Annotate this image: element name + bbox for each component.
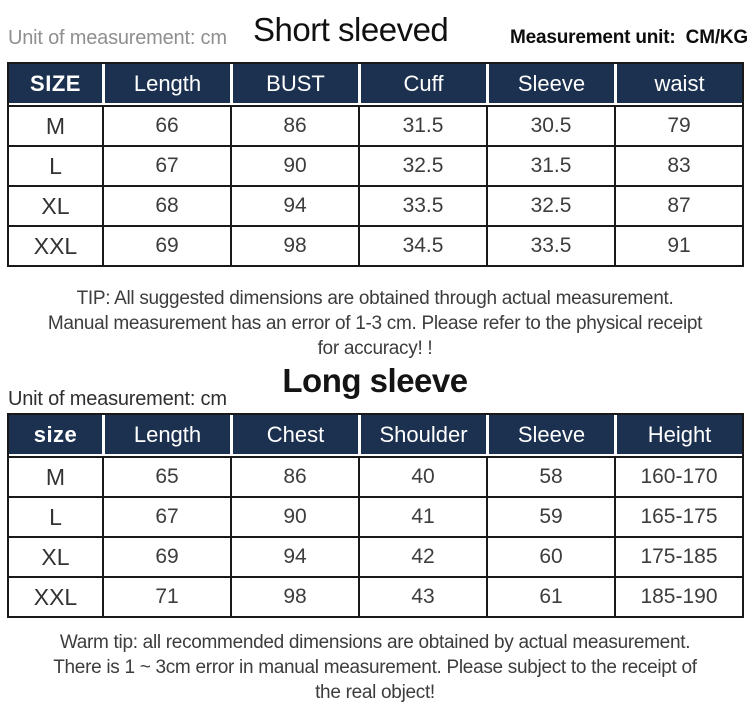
tip-line: Manual measurement has an error of 1-3 c… bbox=[47, 313, 703, 334]
long-header-length: Length bbox=[102, 415, 230, 456]
value-cell: 98 bbox=[230, 576, 358, 616]
value-cell: 86 bbox=[230, 105, 358, 145]
value-cell: 87 bbox=[614, 185, 742, 225]
short-sleeve-size-table: SIZE Length BUST Cuff Sleeve waist M 66 … bbox=[7, 62, 744, 267]
short-table-row-xl: XL 68 94 33.5 32.5 87 bbox=[9, 185, 742, 225]
size-cell: M bbox=[9, 456, 102, 496]
value-cell: 86 bbox=[230, 456, 358, 496]
size-cell: XXL bbox=[9, 576, 102, 616]
value-cell: 58 bbox=[486, 456, 614, 496]
value-cell: 71 bbox=[102, 576, 230, 616]
tip-line: Warm tip: all recommended dimensions are… bbox=[59, 632, 691, 653]
short-table-row-l: L 67 90 32.5 31.5 83 bbox=[9, 145, 742, 185]
long-sleeve-tip: Warm tip: all recommended dimensions are… bbox=[0, 630, 750, 705]
value-cell: 60 bbox=[486, 536, 614, 576]
value-cell: 65 bbox=[102, 456, 230, 496]
value-cell: 91 bbox=[614, 225, 742, 265]
value-cell: 83 bbox=[614, 145, 742, 185]
short-header-bust: BUST bbox=[230, 64, 358, 105]
value-cell: 175-185 bbox=[614, 536, 742, 576]
size-cell: M bbox=[9, 105, 102, 145]
measurement-unit-label: Measurement unit: CM/KG bbox=[510, 27, 748, 48]
short-sleeved-title: Short sleeved bbox=[253, 11, 449, 48]
long-sleeve-size-table: size Length Chest Shoulder Sleeve Height… bbox=[7, 413, 744, 618]
value-cell: 43 bbox=[358, 576, 486, 616]
short-table-row-m: M 66 86 31.5 30.5 79 bbox=[9, 105, 742, 145]
short-header-length: Length bbox=[102, 64, 230, 105]
short-table-row-xxl: XXL 69 98 34.5 33.5 91 bbox=[9, 225, 742, 265]
value-cell: 40 bbox=[358, 456, 486, 496]
value-cell: 94 bbox=[230, 185, 358, 225]
size-cell: L bbox=[9, 496, 102, 536]
long-header-sleeve: Sleeve bbox=[486, 415, 614, 456]
long-table-header-row: size Length Chest Shoulder Sleeve Height bbox=[9, 415, 742, 456]
value-cell: 32.5 bbox=[358, 145, 486, 185]
value-cell: 34.5 bbox=[358, 225, 486, 265]
size-cell: L bbox=[9, 145, 102, 185]
short-header-waist: waist bbox=[614, 64, 742, 105]
value-cell: 165-175 bbox=[614, 496, 742, 536]
tip-line: There is 1 ~ 3cm error in manual measure… bbox=[53, 657, 697, 678]
long-header-chest: Chest bbox=[230, 415, 358, 456]
long-table-row-xl: XL 69 94 42 60 175-185 bbox=[9, 536, 742, 576]
long-header-height: Height bbox=[614, 415, 742, 456]
long-sleeve-title: Long sleeve bbox=[282, 362, 468, 399]
long-header-size: size bbox=[9, 415, 102, 456]
value-cell: 61 bbox=[486, 576, 614, 616]
value-cell: 90 bbox=[230, 496, 358, 536]
size-cell: XL bbox=[9, 536, 102, 576]
value-cell: 41 bbox=[358, 496, 486, 536]
value-cell: 68 bbox=[102, 185, 230, 225]
unit-of-measurement-label-short: Unit of measurement: cm bbox=[8, 27, 227, 49]
value-cell: 66 bbox=[102, 105, 230, 145]
size-cell: XXL bbox=[9, 225, 102, 265]
value-cell: 98 bbox=[230, 225, 358, 265]
short-header-cuff: Cuff bbox=[358, 64, 486, 105]
value-cell: 79 bbox=[614, 105, 742, 145]
long-table-row-m: M 65 86 40 58 160-170 bbox=[9, 456, 742, 496]
value-cell: 160-170 bbox=[614, 456, 742, 496]
value-cell: 90 bbox=[230, 145, 358, 185]
short-table-header-row: SIZE Length BUST Cuff Sleeve waist bbox=[9, 64, 742, 105]
unit-of-measurement-label-long: Unit of measurement: cm bbox=[8, 388, 227, 410]
value-cell: 33.5 bbox=[486, 225, 614, 265]
value-cell: 67 bbox=[102, 496, 230, 536]
value-cell: 31.5 bbox=[486, 145, 614, 185]
value-cell: 42 bbox=[358, 536, 486, 576]
long-header-shoulder: Shoulder bbox=[358, 415, 486, 456]
size-cell: XL bbox=[9, 185, 102, 225]
value-cell: 33.5 bbox=[358, 185, 486, 225]
short-header-size: SIZE bbox=[9, 64, 102, 105]
short-sleeve-tip: TIP: All suggested dimensions are obtain… bbox=[0, 286, 750, 361]
value-cell: 59 bbox=[486, 496, 614, 536]
value-cell: 30.5 bbox=[486, 105, 614, 145]
long-table-row-l: L 67 90 41 59 165-175 bbox=[9, 496, 742, 536]
tip-line: the real object! bbox=[315, 682, 435, 703]
tip-line: TIP: All suggested dimensions are obtain… bbox=[76, 288, 674, 309]
long-table-row-xxl: XXL 71 98 43 61 185-190 bbox=[9, 576, 742, 616]
tip-line: for accuracy! ! bbox=[317, 338, 433, 359]
value-cell: 69 bbox=[102, 536, 230, 576]
value-cell: 67 bbox=[102, 145, 230, 185]
value-cell: 32.5 bbox=[486, 185, 614, 225]
short-header-sleeve: Sleeve bbox=[486, 64, 614, 105]
value-cell: 185-190 bbox=[614, 576, 742, 616]
value-cell: 69 bbox=[102, 225, 230, 265]
value-cell: 31.5 bbox=[358, 105, 486, 145]
value-cell: 94 bbox=[230, 536, 358, 576]
